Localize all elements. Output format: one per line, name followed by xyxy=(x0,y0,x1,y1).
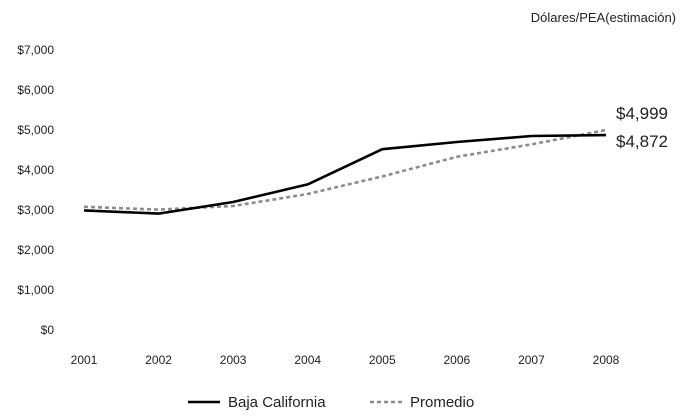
legend-label-promedio: Promedio xyxy=(410,394,474,411)
y-tick-label: $5,000 xyxy=(17,123,54,137)
y-tick-label: $0 xyxy=(41,323,55,337)
x-tick-label: 2006 xyxy=(444,353,471,367)
end-label-promedio: $4,999 xyxy=(616,104,668,123)
y-tick-label: $7,000 xyxy=(17,43,54,57)
x-tick-label: 2007 xyxy=(518,353,545,367)
series-line-baja-california xyxy=(83,133,607,215)
x-axis-ticks: 2001 2002 2003 2004 2005 2006 2007 2008 xyxy=(71,353,620,367)
end-label-baja-california: $4,872 xyxy=(616,132,668,151)
unit-label: Dólares/PEA(estimación) xyxy=(531,10,676,25)
end-labels: $4,872 $4,999 xyxy=(616,104,668,151)
x-tick-label: 2005 xyxy=(369,353,396,367)
legend: Baja California Promedio xyxy=(188,394,474,411)
y-tick-label: $2,000 xyxy=(17,243,54,257)
y-tick-label: $6,000 xyxy=(17,83,54,97)
x-tick-label: 2002 xyxy=(145,353,172,367)
x-tick-label: 2003 xyxy=(220,353,247,367)
series-layer xyxy=(83,128,607,215)
x-tick-label: 2004 xyxy=(294,353,321,367)
y-tick-label: $1,000 xyxy=(17,283,54,297)
y-tick-label: $3,000 xyxy=(17,203,54,217)
series-line-promedio xyxy=(83,128,607,211)
y-tick-label: $4,000 xyxy=(17,163,54,177)
legend-label-baja-california: Baja California xyxy=(228,394,326,411)
y-axis-ticks: $0 $1,000 $2,000 $3,000 $4,000 $5,000 $6,000 $7… xyxy=(17,43,54,337)
x-tick-label: 2008 xyxy=(593,353,620,367)
x-tick-label: 2001 xyxy=(71,353,98,367)
